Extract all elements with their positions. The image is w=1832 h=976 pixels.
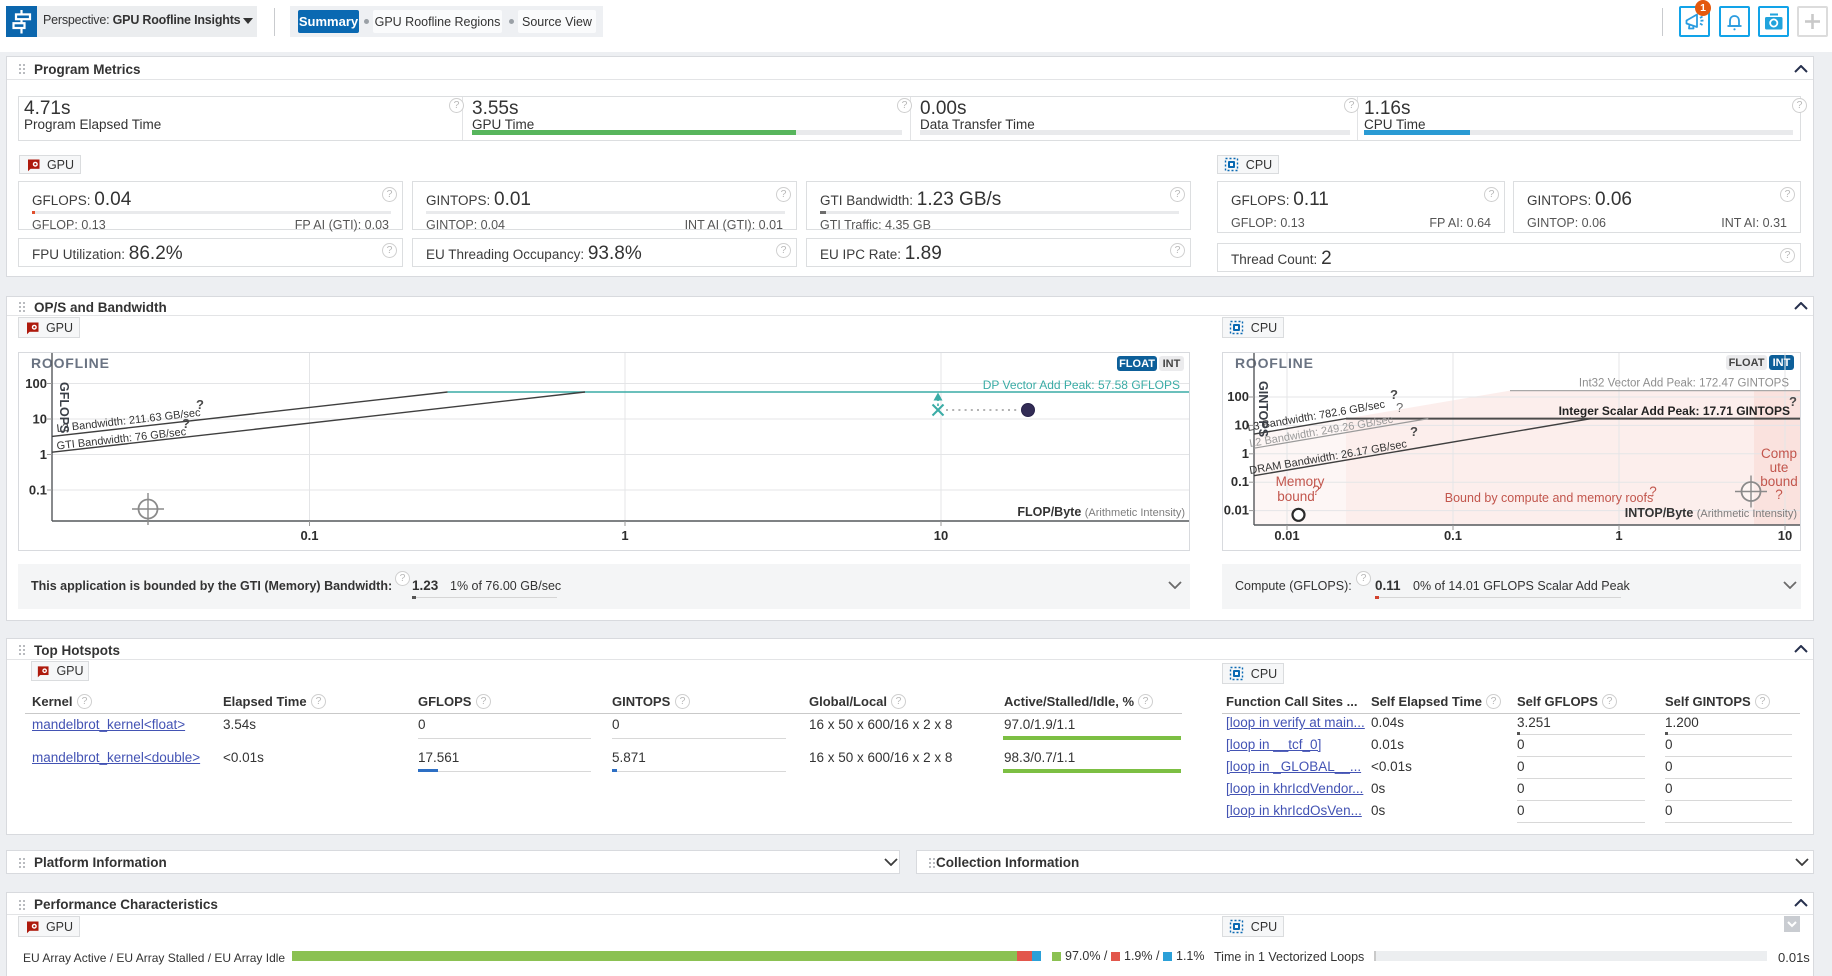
svg-text:Int32 Vector Add Peak: 172.47: Int32 Vector Add Peak: 172.47 GINTOPS xyxy=(1579,378,1789,390)
svg-text:Memory: Memory xyxy=(1276,474,1325,489)
svg-text:?: ? xyxy=(1649,484,1657,499)
svg-text:INTOP/Byte (Arithmetic Intensi: INTOP/Byte (Arithmetic Intensity) xyxy=(1625,506,1797,520)
svg-text:bound: bound xyxy=(1760,474,1798,489)
svg-text:FLOP/Byte (Arithmetic Intensit: FLOP/Byte (Arithmetic Intensity) xyxy=(1017,505,1185,519)
svg-text:0.01: 0.01 xyxy=(1224,503,1249,518)
svg-text:10: 10 xyxy=(1778,528,1792,543)
svg-text:10: 10 xyxy=(1235,417,1249,432)
svg-text:Bound by compute and memory ro: Bound by compute and memory roofs xyxy=(1445,491,1653,505)
svg-text:100: 100 xyxy=(1227,389,1249,404)
svg-text:?: ? xyxy=(1789,394,1797,409)
svg-text:?: ? xyxy=(1775,487,1783,502)
svg-text:10: 10 xyxy=(934,528,948,543)
svg-text:?: ? xyxy=(1410,424,1418,439)
svg-text:0.1: 0.1 xyxy=(29,483,47,498)
svg-text:1: 1 xyxy=(621,528,628,543)
svg-text:?: ? xyxy=(196,397,204,412)
svg-text:DP Vector Add Peak: 57.58 GFLO: DP Vector Add Peak: 57.58 GFLOPS xyxy=(983,378,1180,392)
svg-text:1: 1 xyxy=(1242,446,1249,461)
svg-text:0.1: 0.1 xyxy=(1444,528,1462,543)
svg-text:GINTOPS: GINTOPS xyxy=(1256,381,1270,437)
svg-text:?: ? xyxy=(182,416,190,431)
svg-text:bound: bound xyxy=(1277,489,1315,504)
svg-text:?: ? xyxy=(1312,483,1320,498)
svg-text:ute: ute xyxy=(1770,460,1789,475)
svg-text:GFLOPS: GFLOPS xyxy=(57,382,71,433)
svg-text:Comp: Comp xyxy=(1761,446,1797,461)
svg-text:0.1: 0.1 xyxy=(300,528,318,543)
svg-text:0.01: 0.01 xyxy=(1274,528,1299,543)
svg-text:?: ? xyxy=(1390,387,1398,402)
svg-text:?: ? xyxy=(1396,400,1403,415)
svg-text:100: 100 xyxy=(25,376,47,391)
svg-text:0.1: 0.1 xyxy=(1231,474,1249,489)
svg-text:Integer Scalar Add Peak: 17.71: Integer Scalar Add Peak: 17.71 GINTOPS xyxy=(1559,404,1790,418)
svg-text:1: 1 xyxy=(40,447,47,462)
svg-text:10: 10 xyxy=(33,412,47,427)
svg-text:1: 1 xyxy=(1615,528,1622,543)
